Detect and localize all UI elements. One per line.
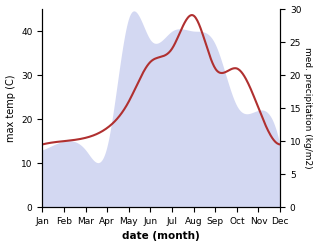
Y-axis label: max temp (C): max temp (C) (5, 74, 16, 142)
X-axis label: date (month): date (month) (122, 231, 200, 242)
Y-axis label: med. precipitation (kg/m2): med. precipitation (kg/m2) (303, 47, 313, 169)
